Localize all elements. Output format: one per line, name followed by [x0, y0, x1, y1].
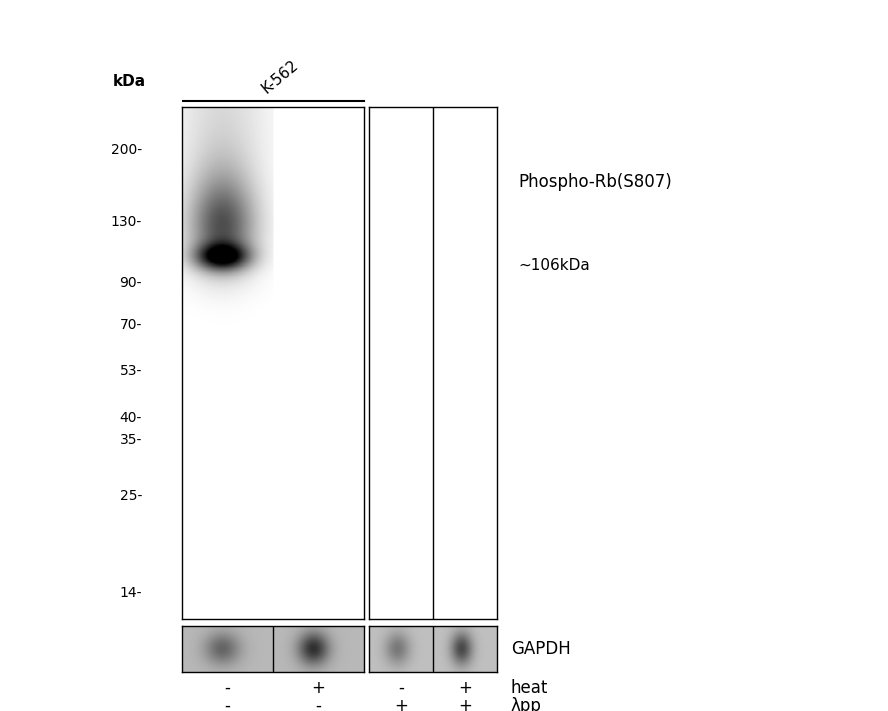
Text: ~106kDa: ~106kDa [518, 258, 590, 273]
Text: K-562: K-562 [258, 57, 301, 96]
Text: -: - [225, 678, 231, 697]
Text: 14-: 14- [120, 586, 142, 600]
Text: 70-: 70- [120, 318, 142, 332]
Text: 130-: 130- [111, 215, 142, 229]
Text: +: + [312, 678, 326, 697]
Text: +: + [458, 678, 472, 697]
Text: +: + [393, 697, 408, 711]
Text: 35-: 35- [120, 434, 142, 447]
Text: +: + [458, 697, 472, 711]
Text: -: - [398, 678, 404, 697]
Text: -: - [315, 697, 321, 711]
Text: -: - [225, 697, 231, 711]
Text: kDa: kDa [113, 74, 146, 89]
Text: 53-: 53- [120, 364, 142, 378]
Text: GAPDH: GAPDH [511, 640, 571, 658]
Text: Phospho-Rb(S807): Phospho-Rb(S807) [518, 173, 672, 191]
Text: 25-: 25- [120, 489, 142, 503]
Text: 200-: 200- [111, 144, 142, 157]
Text: 90-: 90- [120, 276, 142, 290]
Text: heat: heat [511, 678, 548, 697]
Text: λpp: λpp [511, 697, 542, 711]
Text: 40-: 40- [120, 411, 142, 425]
